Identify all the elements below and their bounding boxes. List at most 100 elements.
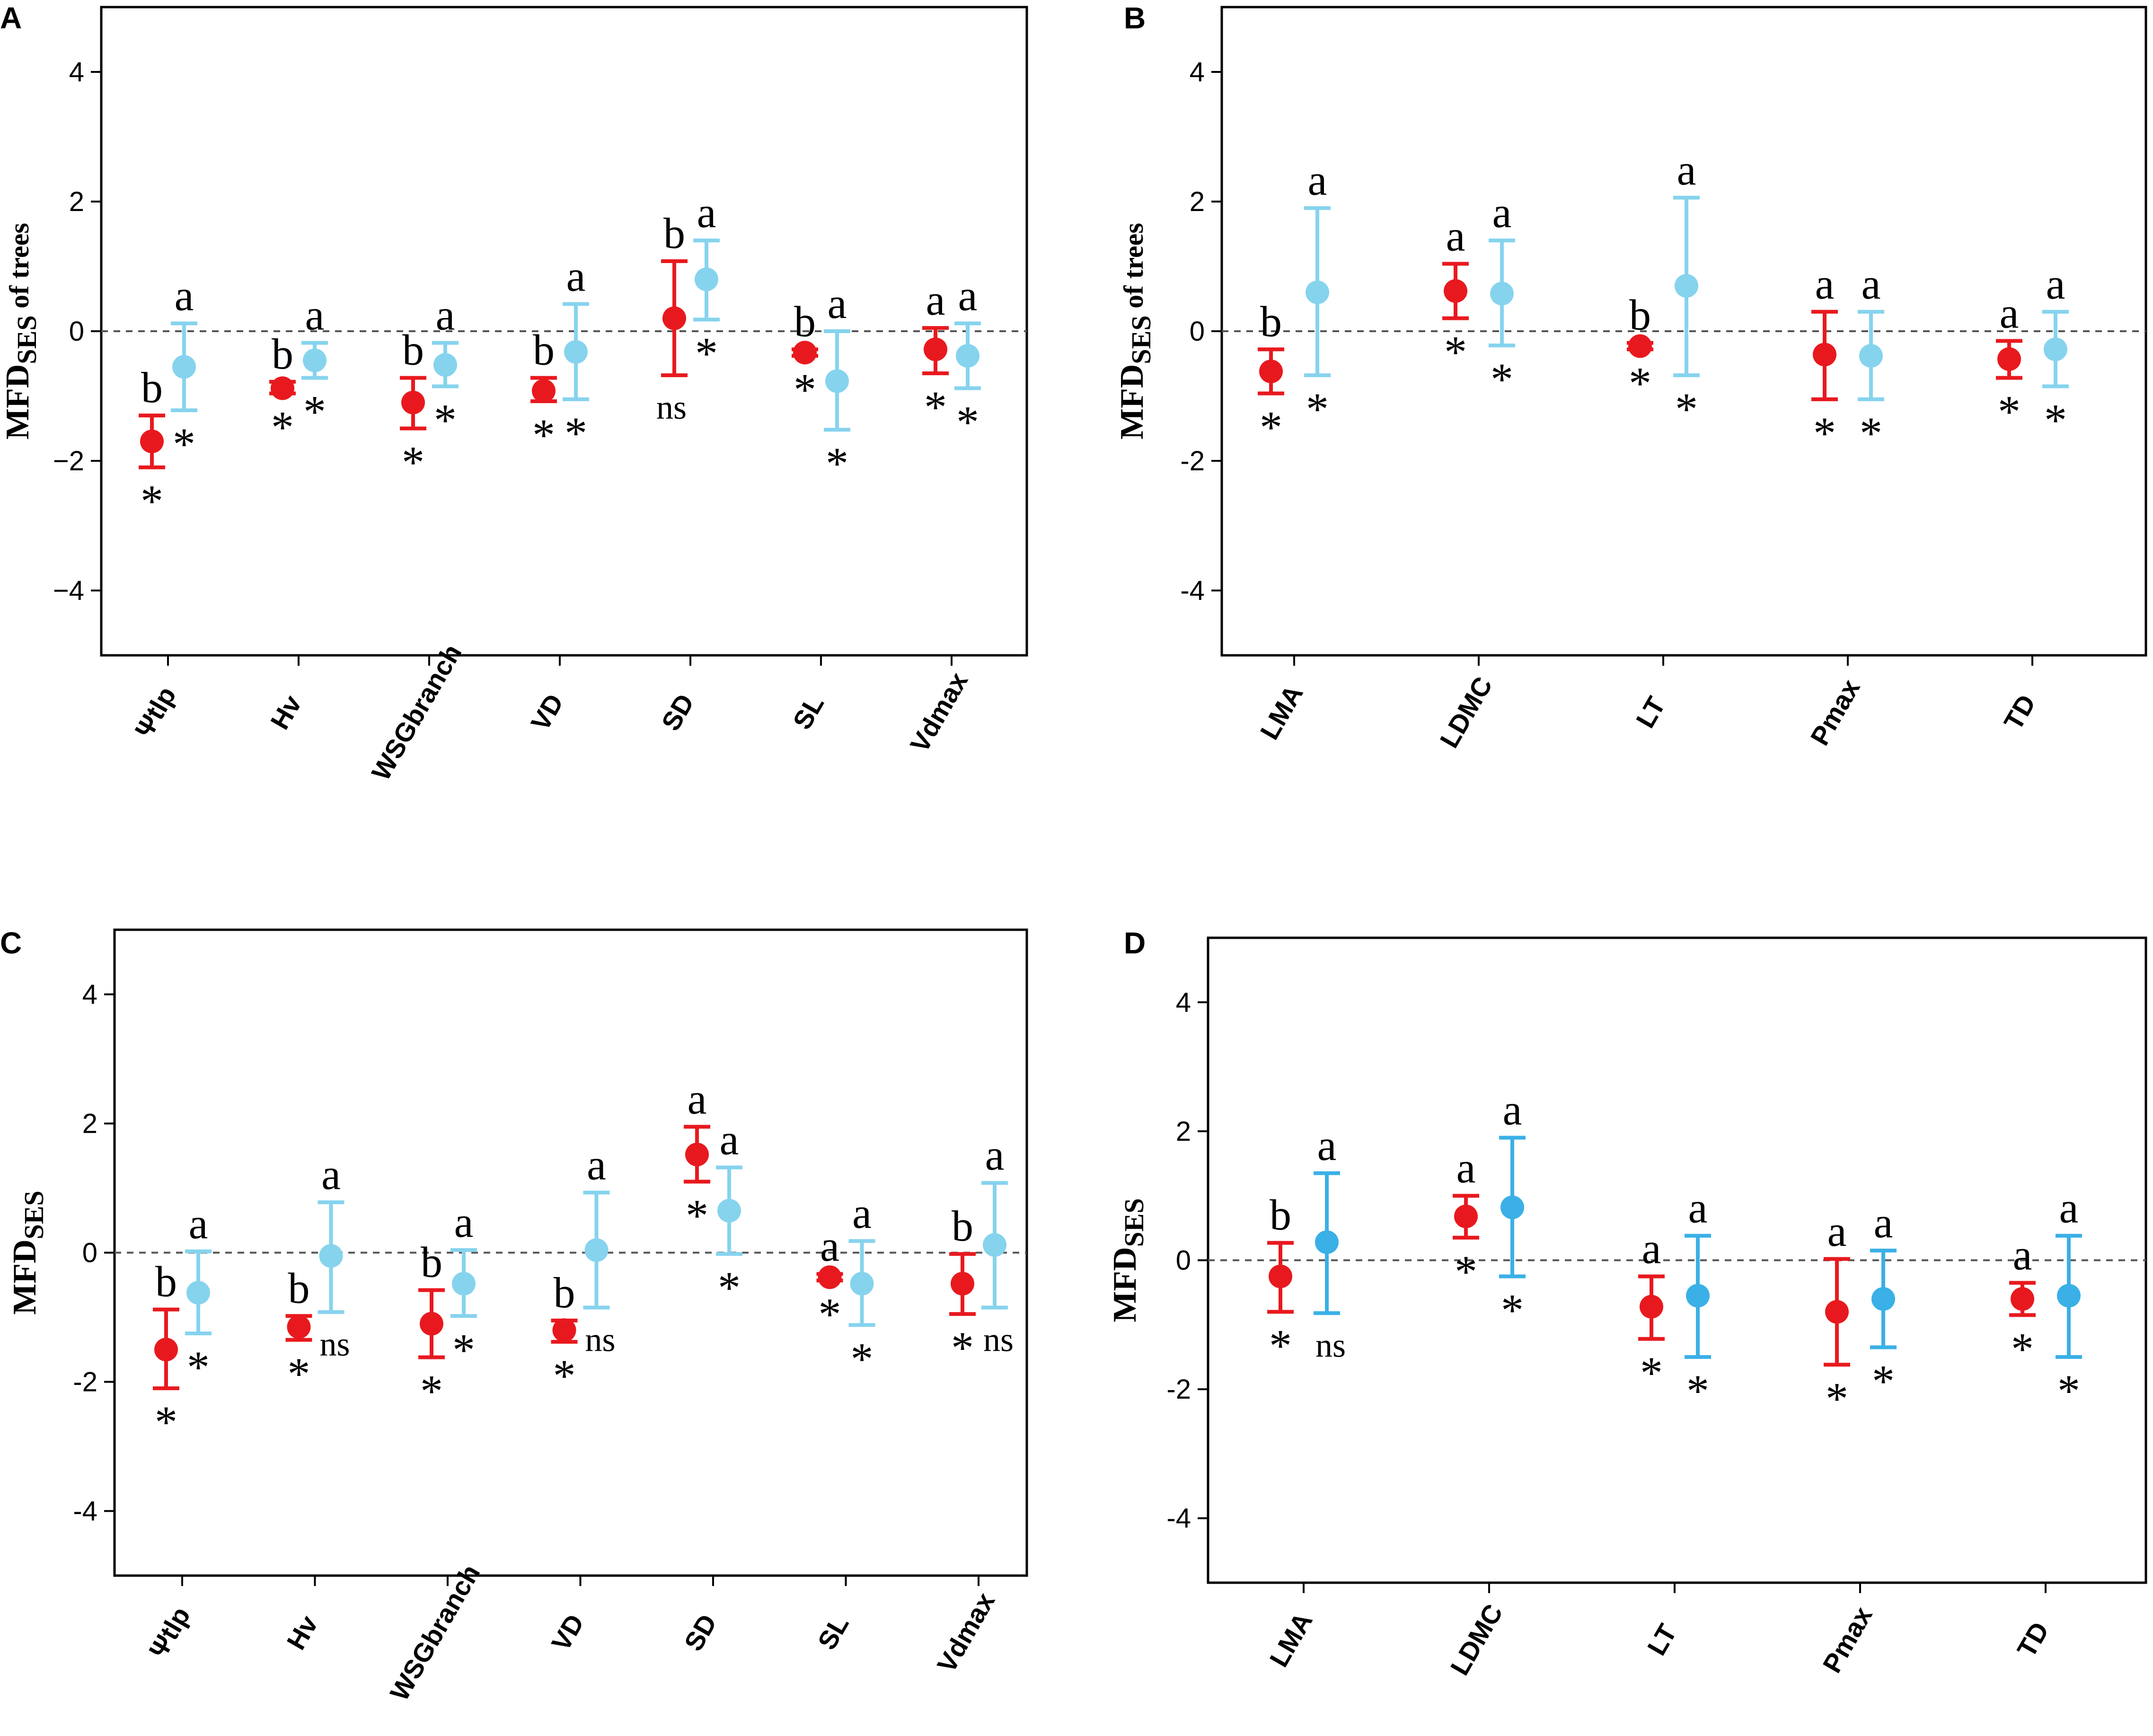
data-point <box>140 429 164 453</box>
significance-letter: a <box>720 1115 739 1163</box>
significance-asterisk: * <box>1269 1321 1292 1371</box>
x-tick-label: Hv <box>265 690 307 734</box>
x-tick-label: WSGbranch <box>366 639 468 785</box>
y-tick-label: -2 <box>1180 446 1205 476</box>
data-point <box>532 379 556 403</box>
y-axis-label-sub: SES <box>11 315 42 364</box>
significance-asterisk: * <box>1306 384 1329 434</box>
data-point <box>1871 1287 1895 1311</box>
significance-letter: a <box>1446 212 1465 260</box>
significance-asterisk: * <box>1501 1285 1524 1336</box>
data-point <box>1675 274 1698 298</box>
significance-asterisk: * <box>187 1342 210 1392</box>
significance-asterisk: * <box>1675 384 1698 434</box>
y-axis-label-sub: SES <box>1119 1198 1149 1247</box>
x-tick-label: LDMC <box>1434 671 1498 753</box>
data-point <box>303 348 326 372</box>
significance-letter: a <box>454 1198 474 1246</box>
significance-letter: a <box>926 276 945 324</box>
data-point <box>319 1244 343 1268</box>
data-point <box>1454 1204 1478 1228</box>
significance-letter: a <box>1503 1086 1522 1134</box>
significance-letter: a <box>688 1075 707 1123</box>
significance-letter: a <box>1492 188 1512 237</box>
data-point <box>287 1315 311 1339</box>
significance-asterisk: * <box>695 328 718 379</box>
series-red: b * a * b * a * a * <box>1258 212 2022 458</box>
significance-letter: a <box>305 291 325 339</box>
x-tick-label: WSGbranch <box>384 1560 486 1706</box>
data-point <box>662 306 686 330</box>
x-tick-label: TD <box>2011 1617 2055 1662</box>
significance-asterisk: * <box>1860 408 1882 458</box>
x-tick-label: Vdmax <box>931 1587 1000 1678</box>
y-tick-label: 4 <box>1176 987 1191 1018</box>
significance-letter: b <box>1260 297 1282 345</box>
panel-a: A 4 2 0 −2 −4 MFDSES of trees Ψtlp Hv WSGbranch VD… <box>0 1 1028 785</box>
significance-letter: a <box>189 1199 208 1248</box>
significance-asterisk: * <box>956 397 979 448</box>
significance-letter: b <box>141 363 163 412</box>
significance-asterisk: * <box>420 1366 443 1417</box>
series-light_blue: a*a*a*a*a*a*a* <box>171 188 981 489</box>
significance-letter: a <box>828 279 847 327</box>
y-tick-label: 0 <box>1176 1245 1191 1276</box>
significance-letter: b <box>663 209 685 257</box>
data-point <box>1813 343 1836 367</box>
significance-letter: a <box>1827 1207 1847 1255</box>
y-tick-label: 4 <box>1190 57 1205 88</box>
significance-asterisk: * <box>1813 408 1836 458</box>
x-tick-label: LDMC <box>1444 1599 1508 1680</box>
significance-letter: b <box>554 1269 575 1317</box>
significance-asterisk: * <box>1455 1246 1477 1297</box>
significance-letter: a <box>1862 260 1881 308</box>
significance-letter: a <box>1874 1198 1893 1247</box>
significance-asterisk: * <box>718 1262 741 1313</box>
ns-mark: ns <box>983 1321 1014 1359</box>
significance-letter: a <box>2046 260 2065 308</box>
y-tick-label: −4 <box>53 575 84 606</box>
data-point <box>924 337 947 361</box>
data-point <box>793 341 817 365</box>
significance-asterisk: * <box>819 1289 841 1339</box>
significance-asterisk: * <box>553 1350 576 1401</box>
significance-asterisk: * <box>1640 1348 1663 1398</box>
significance-asterisk: * <box>2011 1323 2034 1374</box>
y-tick-label: 2 <box>1190 186 1205 217</box>
significance-asterisk: * <box>2057 1366 2080 1416</box>
significance-asterisk: * <box>1491 354 1513 405</box>
y-axis-label-suffix: of trees <box>1118 223 1149 315</box>
ns-mark: ns <box>656 388 687 426</box>
x-tick-label: LMA <box>1254 680 1309 745</box>
significance-letter: a <box>820 1222 839 1270</box>
panel-label-c: C <box>0 926 22 960</box>
significance-letter: a <box>1308 156 1327 204</box>
significance-asterisk: * <box>686 1190 708 1241</box>
significance-letter: a <box>1815 260 1835 308</box>
significance-asterisk: * <box>1629 358 1651 408</box>
significance-asterisk: * <box>851 1333 874 1384</box>
significance-asterisk: * <box>155 1397 177 1447</box>
y-axis-label-main: MFD <box>1107 1247 1143 1322</box>
x-tick-label: SL <box>812 1611 854 1655</box>
y-axis-label-main: MFD <box>7 1239 43 1314</box>
series-red: b*b*b*b*a*a*b* <box>153 1075 976 1447</box>
data-point <box>420 1312 443 1336</box>
y-tick-label: -2 <box>73 1367 97 1398</box>
significance-asterisk: * <box>826 438 848 489</box>
significance-letter: a <box>1677 146 1696 194</box>
y-tick-label: 2 <box>1176 1116 1191 1147</box>
significance-asterisk: * <box>173 419 195 469</box>
significance-letter: a <box>2059 1184 2079 1232</box>
y-tick-label: −2 <box>53 446 84 476</box>
data-point <box>1306 280 1329 304</box>
y-tick-label: -4 <box>1166 1503 1191 1534</box>
significance-letter: a <box>175 272 194 320</box>
y-tick-label: 0 <box>69 316 84 347</box>
significance-asterisk: * <box>565 408 587 458</box>
significance-letter: a <box>2013 1231 2032 1279</box>
panel-label-d: D <box>1124 926 1146 960</box>
significance-asterisk: * <box>924 382 947 432</box>
significance-asterisk: * <box>402 437 424 488</box>
